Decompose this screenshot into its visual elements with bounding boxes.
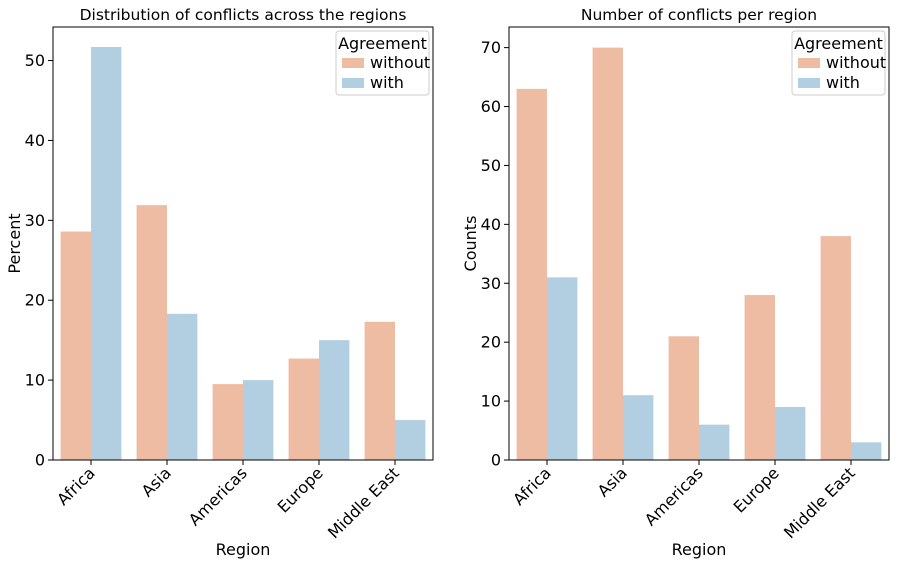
- bar-without-europe: [744, 295, 775, 460]
- y-tick-label: 40: [25, 131, 45, 150]
- y-tick-label: 40: [481, 215, 501, 234]
- legend-label-with: with: [370, 73, 404, 92]
- bar-without-middle-east: [364, 321, 395, 460]
- bar-without-americas: [668, 336, 699, 460]
- y-tick-label: 70: [481, 38, 501, 57]
- bar-with-asia: [167, 313, 198, 460]
- bar-with-middle-east: [395, 420, 426, 460]
- legend-label-without: without: [826, 53, 886, 72]
- bar-with-europe: [319, 340, 350, 460]
- x-tick-label: Africa: [53, 463, 99, 509]
- x-tick-label: Middle East: [780, 463, 859, 542]
- y-tick-label: 20: [25, 291, 45, 310]
- chart-panel-2: 0 10 20 30 40 50 60 70 Africa Asia Americas EuropeM…: [461, 6, 890, 559]
- y-tick-label: 10: [481, 392, 501, 411]
- y-axis-label: Counts: [461, 216, 480, 272]
- y-tick-label: 0: [491, 451, 501, 470]
- bar-with-americas: [243, 380, 274, 460]
- y-tick-label: 20: [481, 333, 501, 352]
- bar-with-africa: [547, 277, 578, 460]
- chart-title: Distribution of conflicts across the reg…: [80, 6, 407, 24]
- legend-swatch-without: [342, 58, 364, 68]
- legend-label-without: without: [370, 53, 430, 72]
- y-tick-label: 0: [35, 451, 45, 470]
- x-tick-label: Europe: [730, 463, 783, 516]
- bar-without-asia: [592, 47, 623, 461]
- y-tick-label: 50: [481, 156, 501, 175]
- y-tick-label: 60: [481, 97, 501, 116]
- bar-with-asia: [623, 395, 654, 460]
- bar-with-europe: [775, 406, 806, 460]
- x-tick-label: Middle East: [324, 463, 403, 542]
- bar-without-americas: [212, 384, 243, 460]
- bar-with-africa: [91, 46, 122, 460]
- x-tick-label: Asia: [138, 463, 175, 500]
- chart-panel-1: 0 10 20 30 40 50 Africa Asia Americas EuropeMiddl…: [5, 6, 434, 559]
- bar-without-europe: [288, 358, 319, 460]
- y-axis-label: Percent: [5, 213, 24, 273]
- x-tick-label: Africa: [509, 463, 555, 509]
- bar-without-africa: [516, 88, 547, 461]
- x-tick-label: Americas: [641, 463, 707, 529]
- y-tick-label: 50: [25, 51, 45, 70]
- chart-title: Number of conflicts per region: [581, 6, 817, 24]
- legend-swatch-without: [798, 58, 820, 68]
- bar-with-americas: [699, 424, 730, 460]
- y-tick-label: 10: [25, 371, 45, 390]
- x-tick-label: Asia: [594, 463, 631, 500]
- bar-without-middle-east: [820, 236, 851, 460]
- x-axis-label: Region: [216, 540, 271, 559]
- legend-swatch-with: [798, 78, 820, 88]
- legend-title: Agreement: [338, 34, 427, 53]
- x-tick-label: Europe: [274, 463, 327, 516]
- bar-with-middle-east: [851, 442, 882, 460]
- x-axis-label: Region: [672, 540, 727, 559]
- bar-without-asia: [136, 205, 167, 460]
- x-tick-label: Americas: [185, 463, 251, 529]
- legend-swatch-with: [342, 78, 364, 88]
- y-tick-label: 30: [25, 211, 45, 230]
- y-tick-label: 30: [481, 274, 501, 293]
- legend-label-with: with: [826, 73, 860, 92]
- legend-title: Agreement: [794, 34, 883, 53]
- bar-without-africa: [60, 231, 91, 460]
